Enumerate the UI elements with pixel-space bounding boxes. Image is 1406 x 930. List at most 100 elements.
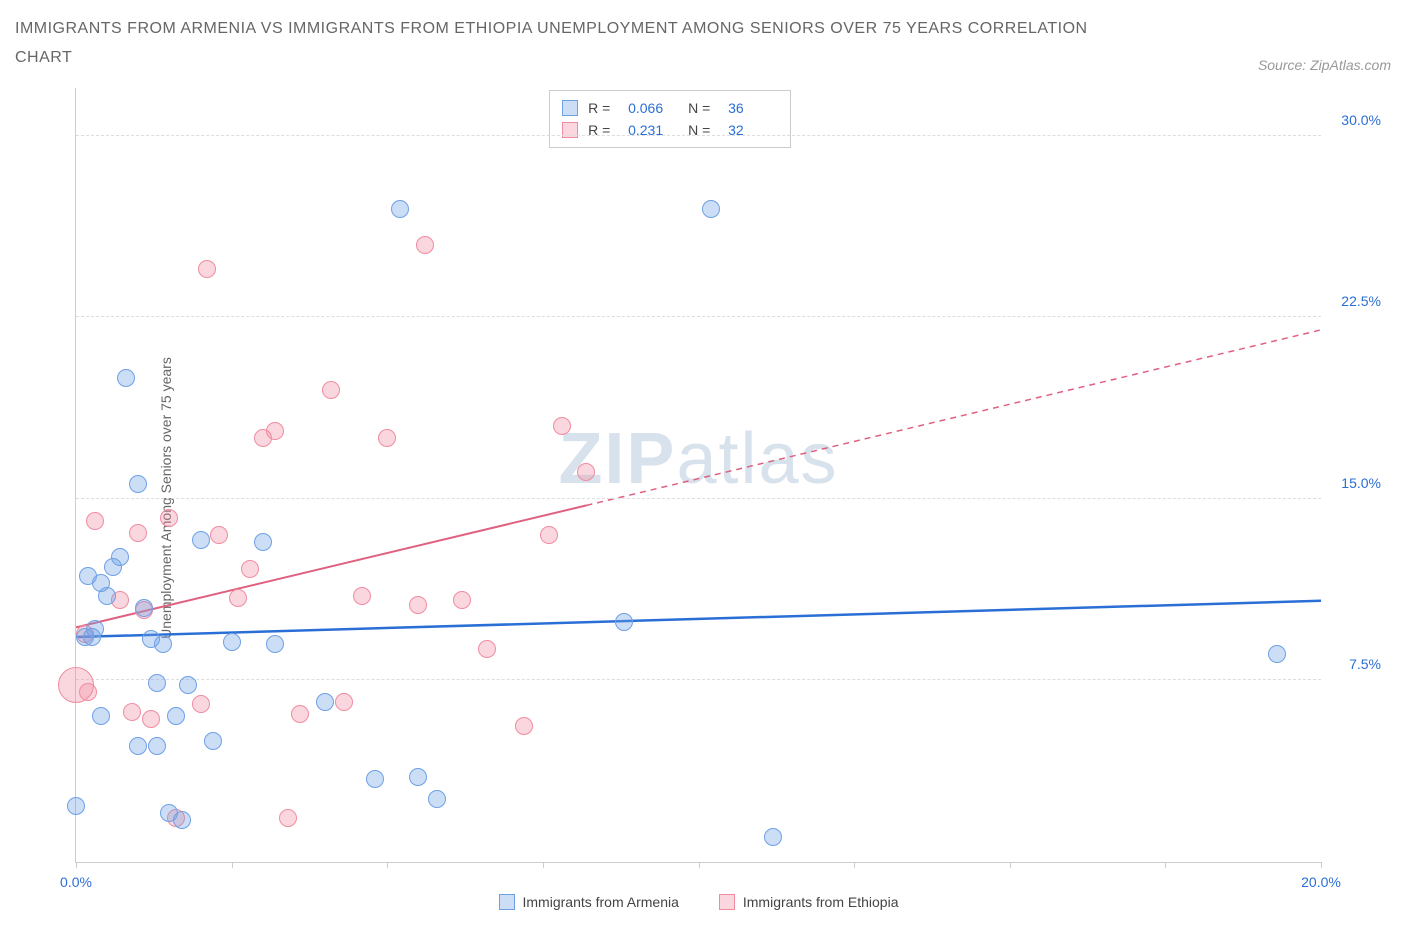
grid-line: [76, 135, 1321, 136]
point-armenia: [316, 693, 334, 711]
legend-swatch: [719, 894, 735, 910]
point-armenia: [67, 797, 85, 815]
point-armenia: [129, 737, 147, 755]
point-ethiopia: [409, 596, 427, 614]
chart-title: IMMIGRANTS FROM ARMENIA VS IMMIGRANTS FR…: [15, 15, 1115, 73]
x-tick: [1165, 862, 1166, 868]
point-ethiopia: [577, 463, 595, 481]
point-ethiopia: [160, 509, 178, 527]
point-ethiopia: [416, 236, 434, 254]
point-ethiopia: [291, 705, 309, 723]
point-armenia: [615, 613, 633, 631]
n-value: 36: [728, 97, 778, 119]
point-ethiopia: [86, 512, 104, 530]
watermark-main: ZIP: [558, 419, 676, 499]
stats-legend: R = 0.066 N = 36R = 0.231 N = 32: [549, 90, 791, 149]
point-ethiopia: [279, 809, 297, 827]
point-armenia: [98, 587, 116, 605]
point-ethiopia: [229, 589, 247, 607]
x-tick: [232, 862, 233, 868]
point-armenia: [366, 770, 384, 788]
point-ethiopia: [322, 381, 340, 399]
r-label: R =: [588, 119, 618, 141]
x-tick: [699, 862, 700, 868]
point-armenia: [167, 707, 185, 725]
y-tick-label: 15.0%: [1341, 475, 1381, 491]
point-armenia: [409, 768, 427, 786]
n-label: N =: [688, 119, 718, 141]
point-armenia: [154, 635, 172, 653]
point-armenia: [86, 620, 104, 638]
x-tick-label: 20.0%: [1301, 874, 1341, 890]
plot-area: ZIPatlas R =0.066N =36R =0.231N =32 Immi…: [75, 88, 1321, 863]
point-ethiopia: [192, 695, 210, 713]
point-ethiopia: [540, 526, 558, 544]
x-tick: [76, 862, 77, 868]
stats-legend-row: R = 0.231 N = 32: [562, 119, 778, 141]
point-armenia: [192, 531, 210, 549]
grid-line: [76, 679, 1321, 680]
r-label: R =: [588, 97, 618, 119]
legend-swatch: [562, 100, 578, 116]
grid-line: [76, 498, 1321, 499]
point-armenia: [428, 790, 446, 808]
point-armenia: [92, 707, 110, 725]
series-legend: Immigrants from Armenia Immigrants from E…: [499, 894, 899, 910]
x-tick-label: 0.0%: [60, 874, 92, 890]
watermark-sub: atlas: [676, 419, 838, 499]
point-ethiopia: [266, 422, 284, 440]
point-ethiopia: [198, 260, 216, 278]
point-ethiopia: [553, 417, 571, 435]
trend-line: [76, 600, 1321, 636]
chart-container: Unemployment Among Seniors over 75 years…: [15, 83, 1391, 913]
x-tick: [387, 862, 388, 868]
grid-line: [76, 316, 1321, 317]
point-armenia: [223, 633, 241, 651]
point-armenia: [173, 811, 191, 829]
point-ethiopia: [123, 703, 141, 721]
point-armenia: [204, 732, 222, 750]
stats-legend-row: R =0.066N =36: [562, 97, 778, 119]
point-armenia: [702, 200, 720, 218]
trend-lines-svg: [76, 88, 1321, 862]
point-armenia: [266, 635, 284, 653]
legend-swatch: [499, 894, 515, 910]
point-armenia: [764, 828, 782, 846]
point-armenia: [1268, 645, 1286, 663]
point-armenia: [148, 737, 166, 755]
point-armenia: [135, 599, 153, 617]
trend-line: [586, 329, 1321, 505]
point-armenia: [391, 200, 409, 218]
y-tick-label: 22.5%: [1341, 293, 1381, 309]
x-tick: [854, 862, 855, 868]
series-legend-label: Immigrants from Armenia: [523, 894, 679, 910]
point-armenia: [254, 533, 272, 551]
point-ethiopia: [129, 524, 147, 542]
point-ethiopia: [453, 591, 471, 609]
chart-header: IMMIGRANTS FROM ARMENIA VS IMMIGRANTS FR…: [15, 15, 1391, 73]
point-ethiopia: [353, 587, 371, 605]
point-ethiopia: [378, 429, 396, 447]
r-value: 0.066: [628, 97, 678, 119]
x-tick: [1321, 862, 1322, 868]
point-ethiopia: [478, 640, 496, 658]
point-ethiopia: [335, 693, 353, 711]
watermark: ZIPatlas: [558, 418, 838, 500]
source-label: Source: ZipAtlas.com: [1258, 57, 1391, 73]
x-tick: [543, 862, 544, 868]
point-ethiopia: [79, 683, 97, 701]
series-legend-item: Immigrants from Armenia: [499, 894, 679, 910]
series-legend-item: Immigrants from Ethiopia: [719, 894, 899, 910]
x-tick: [1010, 862, 1011, 868]
n-value: 32: [728, 119, 778, 141]
r-value: 0.231: [628, 119, 678, 141]
y-tick-label: 30.0%: [1341, 112, 1381, 128]
point-armenia: [129, 475, 147, 493]
point-armenia: [111, 548, 129, 566]
point-ethiopia: [241, 560, 259, 578]
point-armenia: [117, 369, 135, 387]
point-armenia: [179, 676, 197, 694]
point-armenia: [148, 674, 166, 692]
series-legend-label: Immigrants from Ethiopia: [743, 894, 899, 910]
point-ethiopia: [210, 526, 228, 544]
